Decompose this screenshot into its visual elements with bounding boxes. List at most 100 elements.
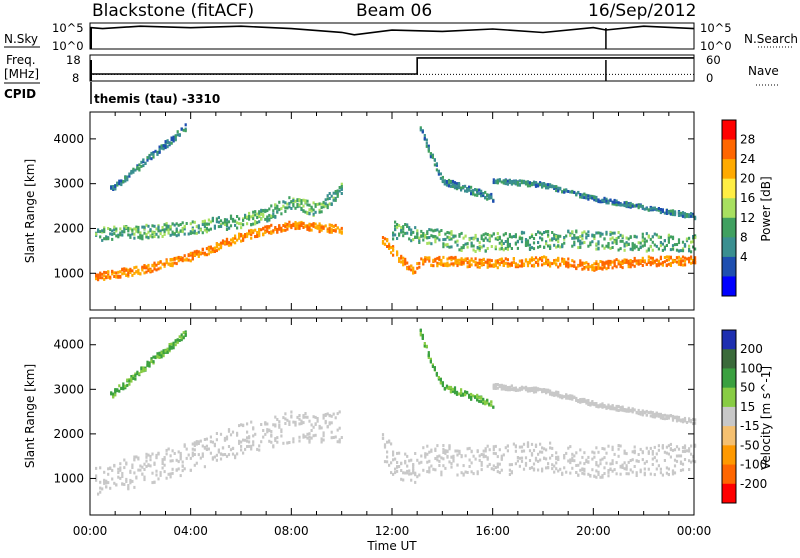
data-cell bbox=[468, 395, 471, 399]
data-cell bbox=[284, 417, 287, 421]
data-cell bbox=[426, 444, 429, 448]
data-cell bbox=[420, 460, 423, 464]
data-cell bbox=[422, 234, 425, 238]
data-cell bbox=[679, 468, 683, 472]
power-ylabel: Slant Range [km] bbox=[23, 159, 37, 263]
power-frame bbox=[89, 111, 695, 311]
data-cell bbox=[665, 258, 668, 262]
data-cell bbox=[437, 377, 440, 381]
data-cell bbox=[520, 387, 524, 391]
data-cell bbox=[288, 201, 291, 205]
data-cell bbox=[414, 480, 417, 484]
data-cell bbox=[120, 183, 123, 187]
data-cell bbox=[605, 244, 608, 248]
data-cell bbox=[486, 247, 489, 250]
freq-panel: Freq. [MHz] 18 8 60 0 Nave CPID themis (… bbox=[4, 53, 779, 106]
data-cell bbox=[445, 180, 449, 184]
data-cell bbox=[191, 451, 194, 455]
data-cell bbox=[669, 447, 672, 451]
data-cell bbox=[219, 246, 223, 250]
data-cell bbox=[518, 236, 521, 240]
data-cell bbox=[440, 470, 443, 474]
data-cell bbox=[242, 218, 245, 222]
data-cell bbox=[450, 465, 453, 469]
power-data-layer bbox=[95, 123, 697, 282]
data-cell bbox=[381, 236, 385, 239]
data-cell bbox=[276, 418, 279, 421]
data-cell bbox=[619, 239, 622, 243]
data-cell bbox=[290, 200, 293, 204]
data-cell bbox=[466, 245, 469, 249]
data-cell bbox=[179, 257, 182, 261]
data-cell bbox=[524, 463, 528, 467]
data-cell bbox=[306, 225, 309, 229]
colorbar-swatch bbox=[722, 120, 736, 141]
data-cell bbox=[320, 206, 323, 210]
data-cell bbox=[117, 471, 120, 474]
data-cell bbox=[663, 239, 666, 243]
data-cell bbox=[338, 440, 341, 444]
data-cell bbox=[453, 386, 457, 390]
data-cell bbox=[587, 455, 590, 459]
data-cell bbox=[97, 273, 100, 277]
data-cell bbox=[649, 260, 652, 264]
data-cell bbox=[607, 444, 610, 448]
data-cell bbox=[440, 260, 443, 264]
data-cell bbox=[591, 402, 594, 406]
data-cell bbox=[412, 464, 415, 468]
data-cell bbox=[611, 241, 614, 245]
data-cell bbox=[635, 474, 638, 477]
data-cell bbox=[555, 258, 558, 262]
date-title: 16/Sep/2012 bbox=[588, 1, 696, 21]
data-cell bbox=[326, 197, 329, 201]
data-cell bbox=[236, 431, 239, 435]
data-cell bbox=[694, 215, 697, 219]
data-cell bbox=[400, 477, 403, 481]
data-cell bbox=[486, 464, 489, 468]
data-cell bbox=[651, 450, 654, 453]
data-cell bbox=[476, 398, 479, 402]
data-cell bbox=[268, 429, 271, 433]
data-cell bbox=[597, 464, 600, 468]
data-cell bbox=[661, 210, 664, 214]
data-cell bbox=[514, 462, 517, 466]
data-cell bbox=[402, 256, 405, 260]
data-cell bbox=[178, 133, 181, 137]
ytick-label: 4000 bbox=[53, 338, 84, 352]
data-cell bbox=[420, 234, 423, 238]
data-cell bbox=[330, 414, 333, 418]
data-cell bbox=[314, 226, 317, 230]
data-cell bbox=[539, 244, 542, 248]
data-cell bbox=[173, 257, 176, 261]
data-cell bbox=[694, 460, 697, 464]
data-cell bbox=[541, 450, 544, 454]
data-cell bbox=[280, 207, 283, 211]
data-cell bbox=[490, 264, 493, 268]
data-cell bbox=[103, 230, 106, 234]
data-cell bbox=[246, 222, 249, 226]
data-cell bbox=[661, 473, 664, 477]
data-cell bbox=[651, 235, 654, 239]
data-cell bbox=[498, 448, 501, 452]
data-cell bbox=[512, 261, 515, 264]
data-cell bbox=[160, 353, 163, 357]
data-cell bbox=[215, 438, 218, 442]
data-cell bbox=[213, 250, 216, 253]
data-cell bbox=[621, 466, 624, 469]
data-cell bbox=[567, 446, 570, 450]
data-cell bbox=[597, 470, 600, 474]
data-cell bbox=[99, 271, 102, 275]
data-cell bbox=[213, 455, 216, 459]
data-cell bbox=[587, 230, 590, 234]
data-cell bbox=[109, 466, 112, 470]
data-cell bbox=[410, 231, 413, 235]
data-cell bbox=[183, 225, 186, 229]
data-cell bbox=[508, 473, 511, 476]
data-cell bbox=[534, 233, 538, 236]
data-cell bbox=[266, 422, 269, 426]
data-cell bbox=[95, 476, 98, 480]
data-cell bbox=[524, 388, 528, 392]
data-cell bbox=[617, 454, 620, 458]
data-cell bbox=[268, 218, 271, 222]
